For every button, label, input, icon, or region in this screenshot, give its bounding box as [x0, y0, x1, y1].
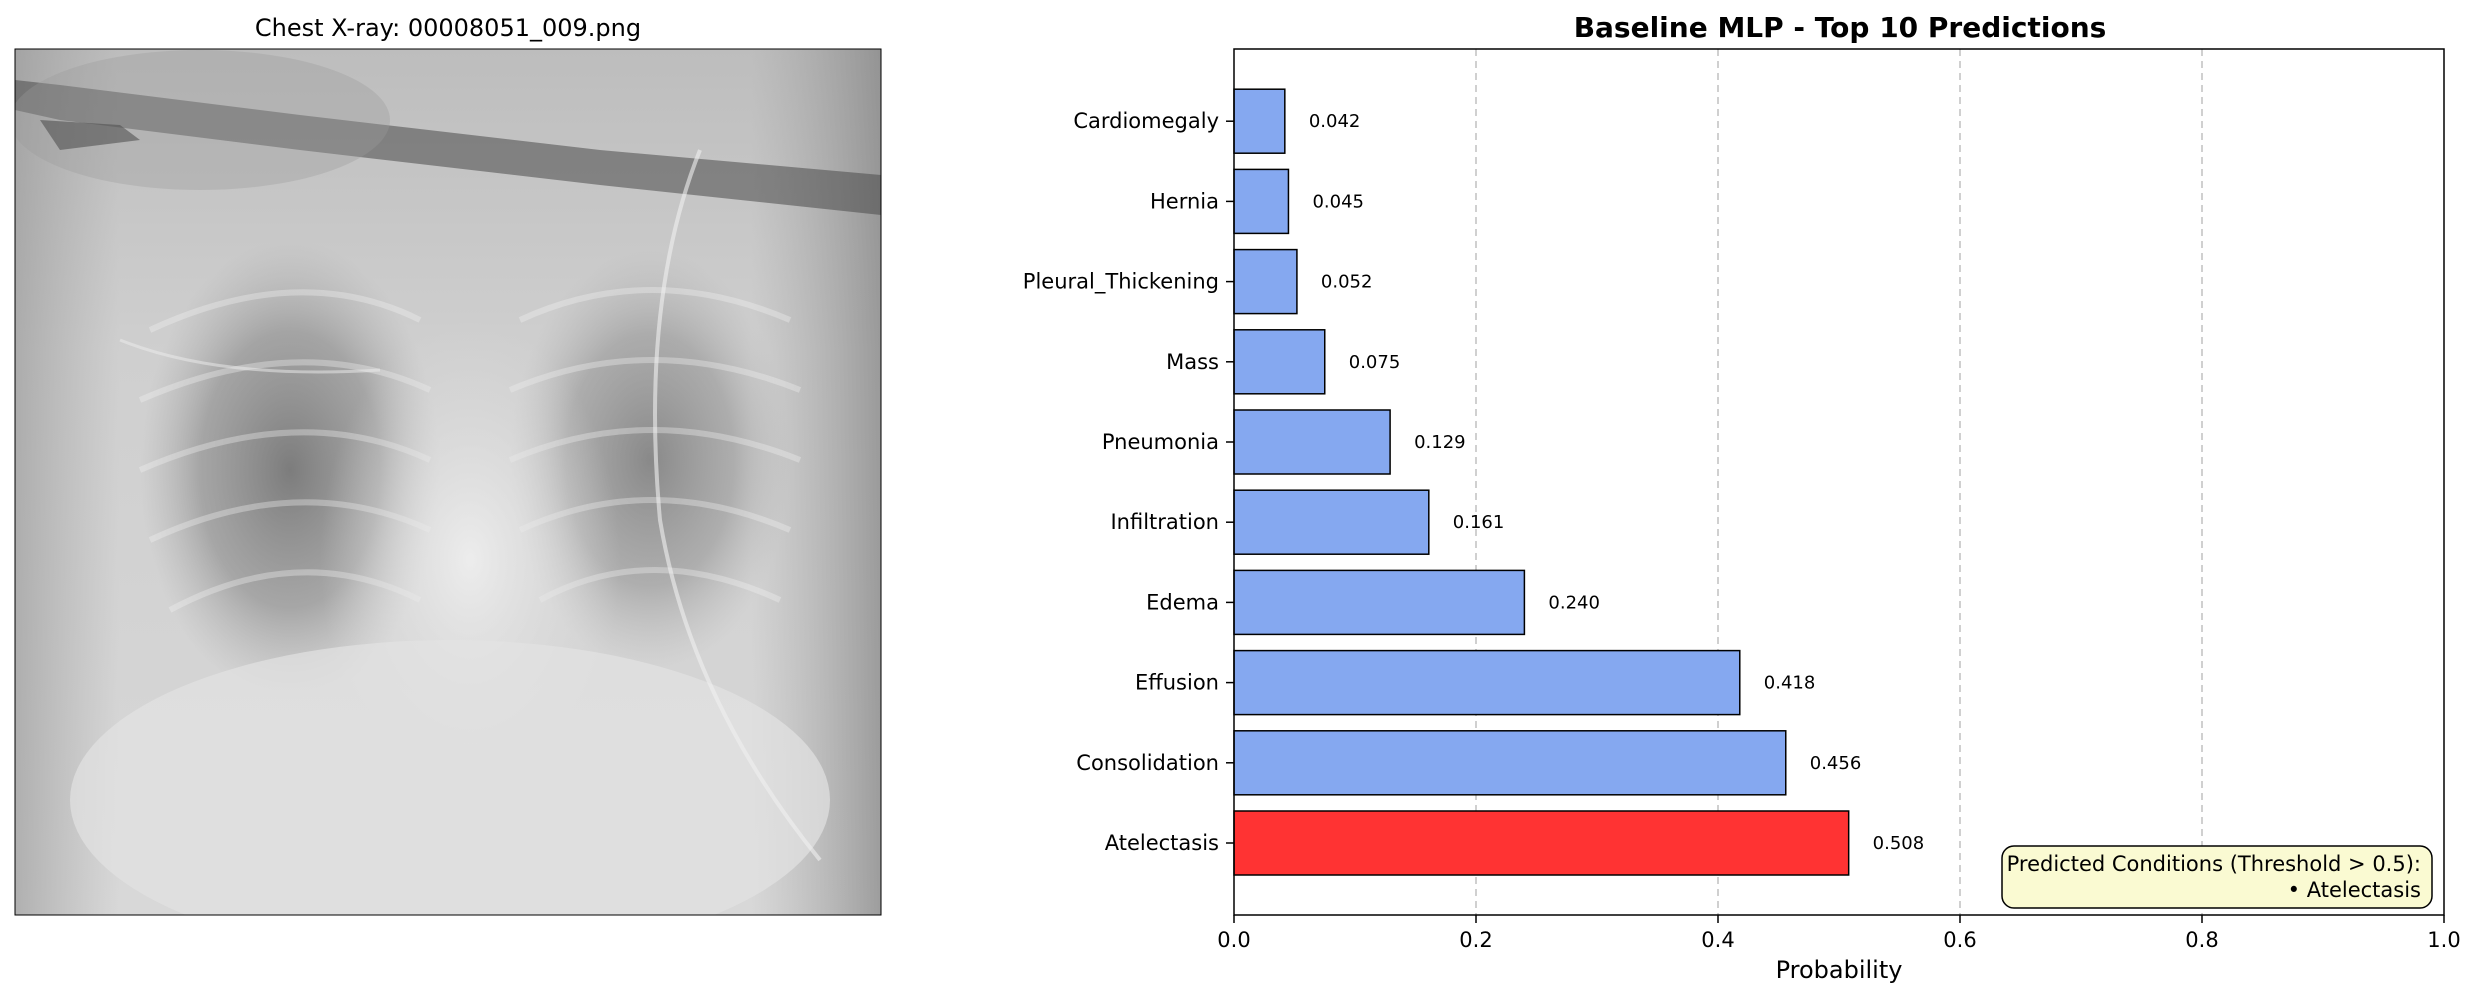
y-tick-label: Infiltration — [1110, 510, 1219, 534]
x-tick-label: 0.6 — [1943, 928, 1976, 952]
chest-xray-image — [15, 49, 881, 915]
value-label: 0.042 — [1309, 111, 1361, 132]
y-tick-label: Cardiomegaly — [1073, 109, 1219, 133]
bar-mass — [1233, 329, 1326, 395]
x-ticks: 0.0 0.2 0.4 0.6 0.8 1.0 — [1217, 915, 2461, 952]
chart-title: Baseline MLP - Top 10 Predictions — [1574, 11, 2107, 44]
bar-atelectasis — [1233, 810, 1850, 876]
prediction-annotation: Predicted Conditions (Threshold > 0.5): … — [2001, 845, 2433, 909]
bar-cardiomegaly — [1233, 88, 1286, 154]
x-tick-label: 0.4 — [1701, 928, 1734, 952]
annotation-line2: • Atelectasis — [2288, 878, 2421, 902]
y-tick-label: Hernia — [1150, 189, 1219, 213]
annotation-line1: Predicted Conditions (Threshold > 0.5): — [2007, 852, 2421, 876]
value-label: 0.045 — [1312, 191, 1364, 212]
value-label: 0.075 — [1349, 352, 1401, 373]
y-tick-label: Edema — [1146, 590, 1219, 614]
value-label: 0.456 — [1810, 753, 1862, 774]
bar-pleural-thickening — [1233, 248, 1298, 315]
x-tick-label: 0.8 — [2185, 928, 2218, 952]
x-tick-label: 0.0 — [1217, 928, 1250, 952]
value-label: 0.418 — [1764, 673, 1816, 694]
y-tick-label: Consolidation — [1076, 751, 1219, 775]
y-tick-labels: Atelectasis Consolidation Effusion Edema Inf… — [1023, 109, 1234, 855]
value-label: 0.240 — [1548, 592, 1600, 613]
y-tick-label: Atelectasis — [1105, 831, 1219, 855]
value-label: 0.129 — [1414, 432, 1466, 453]
y-tick-label: Pneumonia — [1102, 430, 1219, 454]
bar-infiltration — [1233, 489, 1430, 555]
image-panel-title: Chest X-ray: 00008051_009.png — [255, 14, 641, 42]
x-tick-label: 1.0 — [2427, 928, 2460, 952]
bars — [1233, 88, 1850, 876]
annotation-box — [2001, 845, 2433, 909]
x-tick-label: 0.2 — [1459, 928, 1492, 952]
bar-pneumonia — [1233, 409, 1391, 475]
value-label: 0.508 — [1873, 833, 1925, 854]
x-axis-label: Probability — [1776, 956, 1903, 984]
value-labels: 0.508 0.456 0.418 0.240 0.161 0.129 0.075 0.052… — [1309, 111, 1924, 854]
plot-frame — [1233, 48, 2445, 916]
bar-edema — [1233, 569, 1526, 636]
y-tick-label: Pleural_Thickening — [1023, 270, 1219, 295]
bar-hernia — [1233, 168, 1290, 235]
y-tick-label: Mass — [1166, 350, 1219, 374]
value-label: 0.052 — [1321, 272, 1373, 293]
bar-effusion — [1233, 649, 1741, 716]
bar-consolidation — [1233, 730, 1787, 796]
y-tick-label: Effusion — [1135, 671, 1219, 695]
value-label: 0.161 — [1453, 512, 1505, 533]
